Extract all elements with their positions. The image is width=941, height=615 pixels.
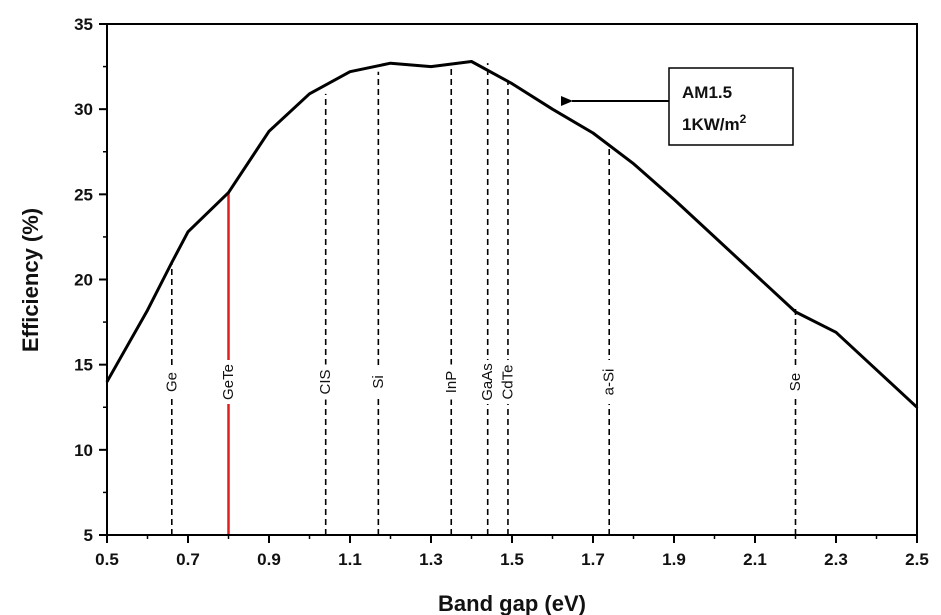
- x-tick-label: 0.9: [257, 550, 281, 569]
- marker-label-cis: CIS: [317, 369, 334, 394]
- curve-point: [672, 198, 676, 201]
- curve-point: [227, 191, 230, 194]
- curve-point: [753, 273, 757, 276]
- annotation-line1: AM1.5: [682, 83, 732, 102]
- curve-point: [834, 331, 838, 334]
- x-tick-label: 2.5: [905, 550, 929, 569]
- axes-layer: 0.5 0.7 0.9 1.1 1.3 1.5 1.7 1.9 2.1 2.3 2.5 5 10 15 20…: [74, 15, 929, 569]
- curve-point: [186, 230, 190, 234]
- curve-point: [591, 131, 595, 135]
- marker-label-bg-gete: [219, 360, 238, 404]
- marker-label-ge: Ge: [163, 372, 180, 392]
- y-tick-label: 30: [74, 100, 93, 119]
- y-tick-label: 35: [74, 15, 93, 34]
- x-tick-label: 0.7: [176, 550, 200, 569]
- annotation-box: AM1.5 1KW/m2: [561, 67, 794, 146]
- curve-point: [348, 70, 352, 73]
- curve-point: [470, 60, 473, 63]
- marks-layer: Ge GeTe CIS Si InP GaAs CdTe a-Si Se: [105, 60, 919, 535]
- marker-label-bg-cis: [316, 364, 335, 400]
- marker-label-si: Si: [370, 375, 387, 388]
- marker-label-bg-se: [786, 369, 805, 395]
- y-tick-label: 20: [74, 271, 93, 290]
- curve-point: [713, 235, 716, 239]
- x-axis-title: Band gap (eV): [438, 591, 586, 615]
- marker-label-bg-inp: [442, 364, 461, 400]
- y-tick-label: 15: [74, 356, 93, 375]
- curve-point: [389, 61, 392, 65]
- x-tick-label: 2.1: [743, 550, 767, 569]
- marker-label-gete: GeTe: [220, 364, 237, 400]
- marker-label-bg-si: [369, 369, 388, 395]
- efficiency-curve: [105, 60, 919, 409]
- curve-point: [551, 107, 554, 111]
- y-tick-label: 10: [74, 441, 93, 460]
- annotation-frame: [668, 67, 794, 146]
- annotation-unit: 1KW/m: [682, 115, 740, 134]
- marker-label-se: Se: [787, 373, 804, 391]
- y-axis-title: Efficiency (%): [18, 208, 43, 352]
- annotation-superscript: 2: [740, 112, 747, 126]
- x-tick-label: 1.9: [662, 550, 686, 569]
- x-tick-label: 1.1: [338, 550, 362, 569]
- curve-point: [170, 261, 173, 264]
- curve-point: [146, 308, 149, 312]
- curve-point: [308, 92, 311, 96]
- annotation-line2: 1KW/m2: [682, 112, 747, 134]
- marker-label-bg-ge: [162, 369, 181, 395]
- curve-point: [429, 65, 433, 68]
- x-tick-label: 0.5: [95, 550, 119, 569]
- marker-label-a-si: a-Si: [601, 369, 618, 396]
- x-tick-label: 1.5: [500, 550, 524, 569]
- curve-point: [875, 368, 878, 371]
- x-tick-label: 1.3: [419, 550, 443, 569]
- curve-point: [510, 82, 514, 85]
- y-tick-label: 5: [84, 526, 93, 545]
- marker-label-bg-cdte: [498, 360, 517, 404]
- curve-point: [632, 162, 635, 165]
- marker-label-gaas: GaAs: [479, 363, 496, 401]
- y-tick-label: 25: [74, 185, 93, 204]
- x-tick-label: 1.7: [581, 550, 605, 569]
- marker-label-bg-gaas: [478, 360, 497, 404]
- marker-label-bg-a-si: [600, 360, 619, 404]
- curve-point: [267, 130, 271, 133]
- marker-label-cdte: CdTe: [499, 364, 516, 399]
- marker-label-inp: InP: [443, 371, 460, 394]
- curve-point: [794, 310, 797, 314]
- x-tick-label: 2.3: [824, 550, 848, 569]
